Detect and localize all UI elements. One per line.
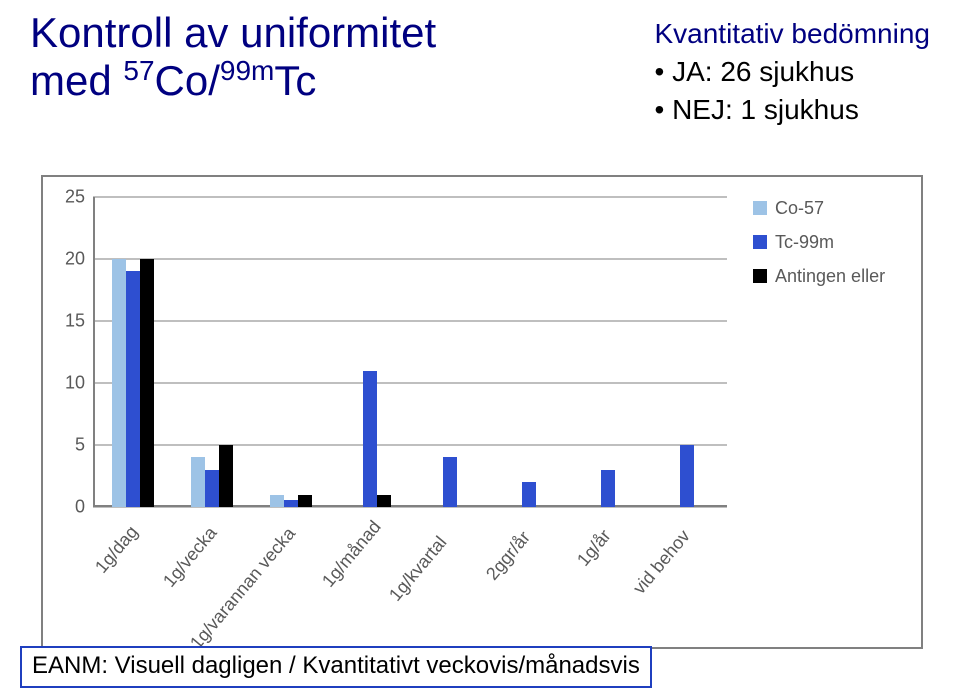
legend-swatch [753, 201, 767, 215]
grid-line [93, 258, 727, 260]
legend-label: Tc-99m [775, 232, 834, 253]
legend-swatch [753, 235, 767, 249]
bullet-0: JA: 26 sjukhus [654, 56, 930, 88]
bullet-1: NEJ: 1 sjukhus [654, 94, 930, 126]
bar-chart: 0510152025 [93, 197, 727, 507]
bar-tc99m [522, 482, 536, 507]
bar-co57 [191, 457, 205, 507]
footer-text: EANM: Visuell dagligen / Kvantitativt ve… [32, 652, 640, 679]
legend-label: Antingen eller [775, 266, 885, 287]
assessment-heading: Kvantitativ bedömning [654, 18, 930, 50]
y-tick-label: 20 [65, 249, 85, 270]
category-label: 1g/månad [318, 516, 386, 591]
y-tick-label: 25 [65, 187, 85, 208]
grid-line [93, 196, 727, 198]
footer-box: EANM: Visuell dagligen / Kvantitativt ve… [20, 646, 652, 688]
bar-tc99m [680, 445, 694, 507]
chart-frame: 0510152025 Co-57Tc-99mAntingen eller 1g/… [41, 175, 923, 649]
grid-line [93, 320, 727, 322]
bar-either [377, 495, 391, 507]
title-line-2: med 57Co/99mTc [30, 56, 436, 104]
category-label: 2ggr/år [482, 527, 535, 584]
bar-tc99m [601, 470, 615, 507]
bar-either [140, 259, 154, 507]
bar-co57 [112, 259, 126, 507]
category-label: vid behov [629, 526, 695, 599]
y-tick-label: 0 [75, 497, 85, 518]
bar-tc99m [126, 271, 140, 507]
y-tick-label: 10 [65, 373, 85, 394]
bar-tc99m [284, 500, 298, 507]
grid-line [93, 382, 727, 384]
bar-tc99m [205, 470, 219, 507]
legend-item: Tc-99m [753, 225, 885, 259]
bar-tc99m [363, 371, 377, 507]
category-label: 1g/kvartal [385, 532, 451, 605]
bar-either [298, 495, 312, 507]
y-tick-label: 15 [65, 311, 85, 332]
y-tick-label: 5 [75, 435, 85, 456]
category-label: 1g/dag [91, 522, 142, 578]
bar-tc99m [443, 457, 457, 507]
category-label: 1g/vecka [159, 523, 221, 592]
legend-swatch [753, 269, 767, 283]
bar-co57 [270, 495, 284, 507]
legend-item: Co-57 [753, 191, 885, 225]
bar-either [219, 445, 233, 507]
legend-item: Antingen eller [753, 259, 885, 293]
title-line-1: Kontroll av uniformitet [30, 10, 436, 56]
category-label: 1g/år [573, 526, 615, 571]
legend: Co-57 Tc-99m Antingen eller [753, 191, 885, 293]
legend-label: Co-57 [775, 198, 824, 219]
grid-line [93, 444, 727, 446]
